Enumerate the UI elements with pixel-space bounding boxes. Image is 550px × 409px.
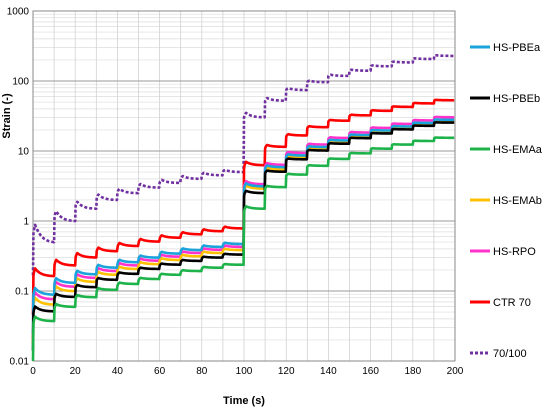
plot-area-frame (32, 10, 456, 362)
x-tick-label: 20 (70, 366, 82, 377)
y-axis-tick-labels: 0.01 0.1 1 10 100 1000 (7, 7, 30, 368)
legend-label-hs-pbeb: HS-PBEb (493, 93, 540, 105)
y-tick-label: 1000 (7, 7, 30, 18)
x-tick-label: 100 (236, 366, 253, 377)
x-tick-label: 200 (447, 366, 464, 377)
legend: HS-PBEa HS-PBEb HS-EMAa HS-EMAb HS-RPO CTR 70… (470, 42, 543, 360)
x-axis-title: Time (s) (223, 395, 265, 407)
legend-label-hs-pbea: HS-PBEa (493, 42, 541, 54)
x-tick-label: 60 (154, 366, 166, 377)
y-tick-label: 10 (18, 147, 30, 158)
x-axis-tick-labels: 0 20 40 60 80 100 120 140 160 180 200 (30, 366, 464, 377)
legend-label-hs-emaa: HS-EMAa (493, 144, 543, 156)
x-tick-label: 40 (112, 366, 124, 377)
legend-label-hs-rpo: HS-RPO (493, 246, 536, 258)
x-tick-label: 140 (320, 366, 337, 377)
series-layer (31, 53, 456, 362)
y-tick-label: 0.01 (10, 357, 30, 368)
x-tick-label: 120 (278, 366, 295, 377)
legend-label-70-100: 70/100 (493, 348, 527, 360)
x-tick-label: 160 (362, 366, 379, 377)
x-tick-label: 80 (196, 366, 208, 377)
y-tick-label: 1 (23, 217, 29, 228)
series-line-hs-emaa (31, 136, 456, 362)
y-tick-label: 0.1 (15, 287, 29, 298)
y-axis-title: Strain (-) (1, 93, 13, 139)
legend-label-ctr-70: CTR 70 (493, 297, 531, 309)
legend-label-hs-emab: HS-EMAb (493, 195, 542, 207)
x-tick-label: 180 (404, 366, 421, 377)
x-tick-label: 0 (30, 366, 36, 377)
y-tick-label: 100 (12, 77, 29, 88)
